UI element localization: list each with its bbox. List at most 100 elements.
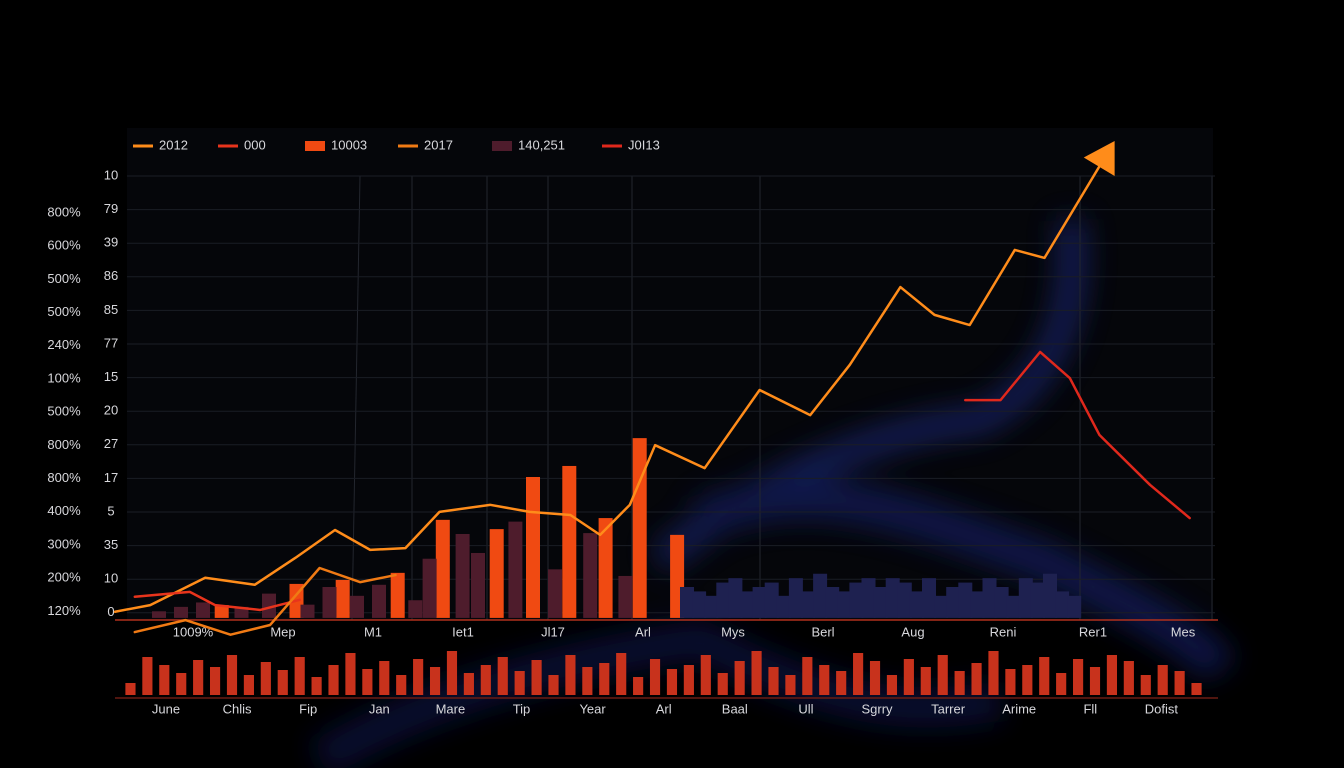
mini-bar: [311, 677, 322, 695]
bar: [982, 578, 997, 618]
legend-label: J0I13: [628, 137, 660, 152]
bar: [909, 591, 924, 618]
mini-bar: [497, 657, 508, 695]
bar: [422, 558, 437, 618]
bar: [335, 579, 350, 618]
y-label-inner: 86: [104, 268, 118, 283]
bar: [214, 605, 229, 618]
bar: [764, 582, 779, 618]
bar: [455, 533, 470, 618]
bar: [873, 586, 888, 618]
x-label: Mep: [270, 624, 295, 639]
mini-bar: [1140, 675, 1151, 695]
y-label-inner: 79: [104, 201, 118, 216]
mini-bar: [429, 667, 441, 695]
mini-bar: [649, 659, 661, 695]
mini-bar: [666, 669, 678, 695]
bar: [489, 529, 504, 618]
bar: [1030, 582, 1045, 618]
y-label-inner: 10: [104, 571, 118, 586]
x-label-bottom: Jan: [369, 701, 390, 716]
bar: [390, 572, 405, 618]
y-label-inner: 15: [104, 369, 118, 384]
mini-bar: [751, 651, 762, 695]
mini-bar: [260, 662, 271, 695]
bar: [1006, 595, 1021, 618]
x-label: Iet1: [452, 624, 474, 639]
y-label-outer: 500%: [47, 304, 81, 319]
mini-bar: [1191, 683, 1202, 695]
mini-bar: [582, 667, 593, 695]
mini-bar: [1089, 667, 1101, 695]
x-label-bottom: Sgrry: [861, 701, 893, 716]
bar: [776, 595, 791, 618]
bar: [632, 438, 647, 618]
x-label: Berl: [811, 624, 834, 639]
y-label-outer: 800%: [47, 437, 81, 452]
bar: [152, 611, 166, 618]
x-label-bottom: Ull: [798, 701, 813, 716]
mini-bar: [1022, 665, 1033, 695]
y-label-outer: 240%: [47, 337, 81, 352]
mini-bar: [1056, 673, 1067, 695]
mini-bar: [328, 665, 339, 695]
bar: [435, 519, 450, 618]
y-label-inner: 20: [104, 403, 118, 418]
mini-bar: [396, 675, 407, 695]
bar: [861, 578, 876, 618]
smoke-wisp: [309, 619, 1004, 768]
y-label-inner: 10: [104, 167, 118, 182]
x-label: Arl: [635, 624, 651, 639]
y-label-outer: 100%: [47, 370, 81, 385]
line: [133, 590, 302, 612]
bar: [526, 476, 540, 618]
mini-bar: [480, 665, 491, 695]
x-label-bottom: Tarrer: [931, 701, 966, 716]
arrowhead: [1083, 141, 1115, 177]
mini-bar: [633, 677, 644, 695]
mini-bar: [1106, 655, 1118, 695]
x-label-bottom: Arime: [1002, 701, 1036, 716]
mini-bar: [362, 669, 373, 695]
mini-bar: [920, 667, 931, 695]
bar: [300, 604, 315, 618]
bar: [1055, 591, 1070, 618]
x-label: Mes: [1171, 624, 1196, 639]
bar: [680, 586, 694, 618]
legend-swatch: [305, 141, 325, 151]
x-label: 1009%: [173, 624, 214, 639]
bar: [934, 595, 949, 618]
x-label-bottom: Arl: [656, 701, 672, 716]
bar: [408, 600, 423, 618]
bar: [849, 582, 864, 618]
mini-bar: [463, 673, 474, 695]
bar: [788, 578, 803, 618]
legend-label: 2012: [159, 137, 188, 152]
x-label-bottom: Tip: [513, 701, 531, 716]
y-label-outer: 300%: [47, 536, 81, 551]
mini-bar: [565, 655, 576, 695]
y-label-inner: 85: [104, 302, 118, 317]
bar: [508, 521, 523, 618]
mini-bar: [226, 655, 238, 695]
legend-label: 000: [244, 137, 266, 152]
mini-bar: [1005, 669, 1016, 695]
y-label-outer: 200%: [47, 570, 81, 585]
bar: [174, 606, 188, 618]
y-label-outer: 400%: [47, 503, 81, 518]
y-label-outer: 500%: [47, 271, 81, 286]
mini-bar: [717, 673, 728, 695]
mini-bar: [125, 683, 136, 695]
mini-bar: [345, 653, 356, 695]
bar: [350, 595, 364, 618]
mini-bar: [785, 675, 796, 695]
bar: [897, 582, 912, 618]
mini-bar: [886, 675, 898, 695]
mini-bar: [446, 651, 458, 695]
mini-bar: [548, 675, 559, 695]
x-label: Jl17: [541, 624, 565, 639]
x-label-bottom: Mare: [436, 701, 466, 716]
bar: [740, 591, 755, 618]
bar: [946, 586, 961, 618]
legend-label: 10003: [331, 137, 367, 152]
